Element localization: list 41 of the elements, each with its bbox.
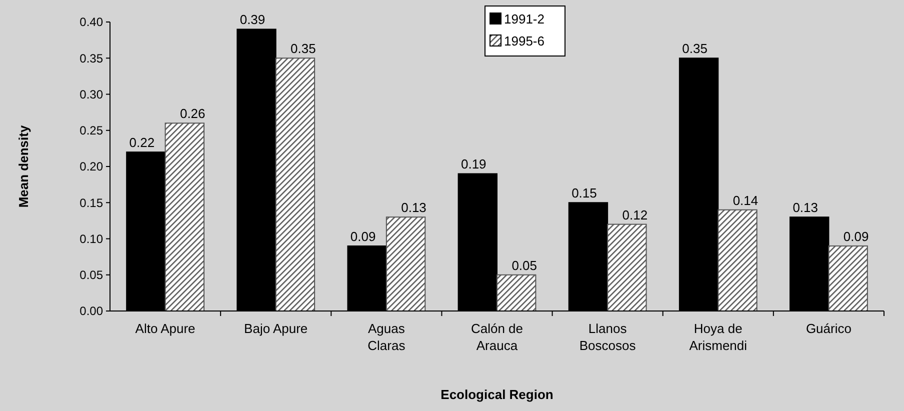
legend-label: 1991-2 bbox=[504, 12, 544, 27]
data-label: 0.09 bbox=[350, 228, 376, 244]
data-label: 0.39 bbox=[240, 12, 266, 28]
bar bbox=[496, 274, 536, 312]
x-tick-label: Guárico bbox=[806, 321, 852, 336]
data-label: 0.09 bbox=[843, 228, 869, 244]
y-tick-label: 0.10 bbox=[80, 232, 104, 246]
data-label: 0.14 bbox=[732, 192, 758, 208]
y-tick-label: 0.05 bbox=[80, 268, 104, 282]
x-tick-label: Alto Apure bbox=[135, 321, 196, 336]
y-tick-label: 0.25 bbox=[80, 124, 104, 138]
bar bbox=[275, 58, 316, 312]
data-label: 0.15 bbox=[572, 186, 597, 201]
data-label: 0.35 bbox=[290, 41, 316, 56]
x-tick-label: Bajo Apure bbox=[244, 321, 308, 336]
bar bbox=[386, 216, 426, 312]
data-label: 0.13 bbox=[401, 200, 426, 216]
y-tick-label: 0.00 bbox=[80, 304, 104, 318]
data-label: 0.35 bbox=[682, 41, 708, 56]
bar bbox=[164, 122, 204, 312]
x-tick-label: Hoya de Arismendi bbox=[689, 321, 748, 353]
bar bbox=[607, 224, 647, 312]
x-tick-label: Llanos Boscosos bbox=[579, 321, 636, 353]
legend-label: 1995-6 bbox=[504, 34, 544, 49]
bar bbox=[718, 209, 758, 312]
y-tick-label: 0.20 bbox=[80, 160, 104, 174]
y-tick-label: 0.15 bbox=[80, 196, 104, 210]
data-label: 0.12 bbox=[622, 207, 648, 222]
bar bbox=[828, 245, 868, 312]
x-axis-title: Ecological Region bbox=[440, 387, 554, 402]
y-tick-label: 0.30 bbox=[80, 87, 104, 102]
data-label: 0.22 bbox=[129, 135, 155, 150]
data-label: 0.26 bbox=[180, 106, 206, 122]
x-tick-label: Aguas Claras bbox=[368, 321, 406, 353]
data-label: 0.13 bbox=[792, 200, 818, 216]
y-tick-label: 0.35 bbox=[80, 51, 104, 66]
data-label: 0.05 bbox=[512, 258, 538, 273]
data-label: 0.19 bbox=[460, 156, 486, 172]
x-tick-label: Calón de Arauca bbox=[470, 321, 524, 353]
y-tick-label: 0.40 bbox=[80, 15, 104, 30]
y-axis-title: Mean density bbox=[16, 124, 31, 208]
